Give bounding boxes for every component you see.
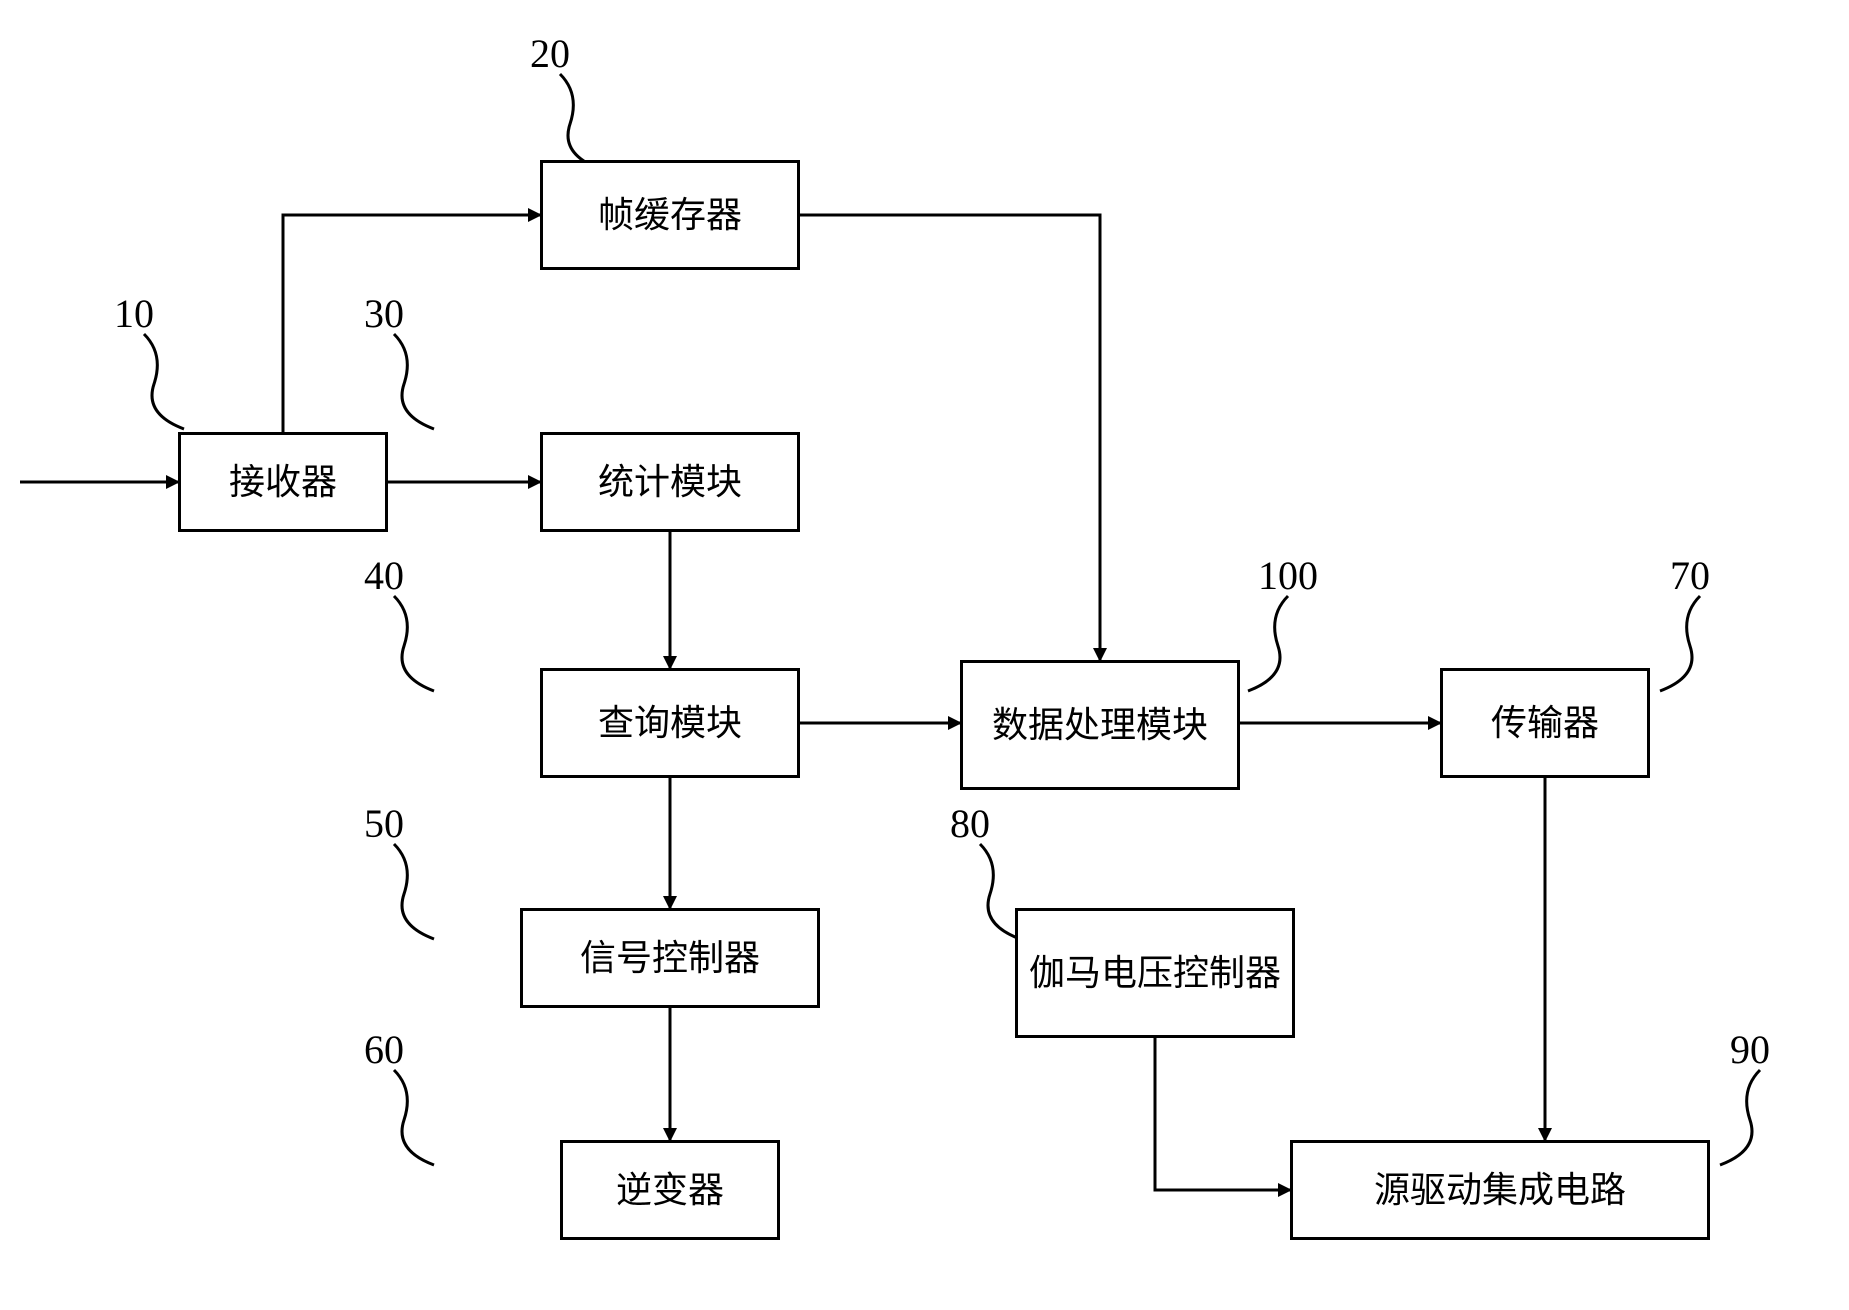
node-n70: 传输器 (1440, 668, 1650, 778)
node-n20: 帧缓存器 (540, 160, 800, 270)
node-text: 帧缓存器 (598, 192, 742, 239)
node-text: 源驱动集成电路 (1374, 1167, 1626, 1214)
node-number-label: 30 (364, 290, 404, 337)
node-number-label: 20 (530, 30, 570, 77)
node-n90: 源驱动集成电路 (1290, 1140, 1710, 1240)
node-number-label: 70 (1670, 552, 1710, 599)
node-number-label: 10 (114, 290, 154, 337)
node-number-label: 90 (1730, 1026, 1770, 1073)
node-text: 伽马电压控制器 (1029, 950, 1281, 997)
node-n50: 信号控制器 (520, 908, 820, 1008)
node-text: 统计模块 (598, 459, 742, 506)
node-text: 信号控制器 (580, 935, 760, 982)
node-number-label: 50 (364, 800, 404, 847)
node-n10: 接收器 (178, 432, 388, 532)
node-number-label: 100 (1258, 552, 1318, 599)
node-number-label: 60 (364, 1026, 404, 1073)
node-text: 数据处理模块 (992, 702, 1208, 749)
node-n80: 伽马电压控制器 (1015, 908, 1295, 1038)
node-text: 逆变器 (616, 1167, 724, 1214)
edges-layer (0, 0, 1849, 1310)
flowchart-diagram: 接收器 10 帧缓存器 20 统计模块 30 查询模块 40 信号控制器 50 逆变器 60 数据处理模… (0, 0, 1849, 1310)
node-text: 查询模块 (598, 700, 742, 747)
node-text: 接收器 (229, 459, 337, 506)
node-n40: 查询模块 (540, 668, 800, 778)
node-number-label: 80 (950, 800, 990, 847)
node-n100: 数据处理模块 (960, 660, 1240, 790)
node-text: 传输器 (1491, 700, 1599, 747)
node-number-label: 40 (364, 552, 404, 599)
node-n60: 逆变器 (560, 1140, 780, 1240)
node-n30: 统计模块 (540, 432, 800, 532)
